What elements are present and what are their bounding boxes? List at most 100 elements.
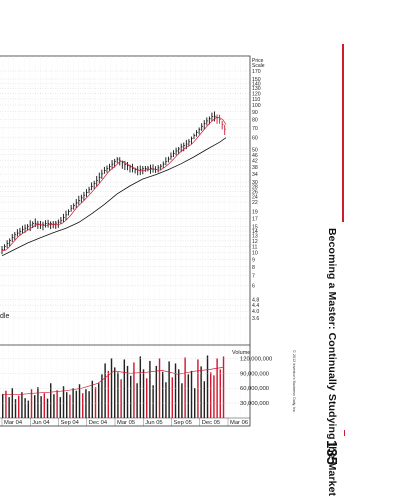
price-tick-label: 14	[252, 229, 258, 235]
volume-bar	[210, 372, 212, 418]
price-tick-label: 46	[252, 153, 258, 159]
volume-bar	[216, 358, 218, 418]
x-tick-label: Dec 04	[89, 420, 108, 426]
volume-bar	[187, 374, 190, 418]
volume-bar	[30, 389, 33, 418]
volume-bar	[82, 393, 84, 418]
volume-bar	[43, 393, 46, 418]
price-tick-label: 30	[252, 180, 258, 186]
volume-bar	[56, 390, 58, 418]
volume-bar	[101, 374, 103, 418]
price-tick-label: 28	[252, 185, 258, 191]
red-margin-rule	[342, 44, 344, 222]
price-tick-label: 4.0	[252, 309, 259, 315]
volume-bar	[174, 363, 177, 418]
volume-bar	[130, 375, 132, 418]
volume-bar	[136, 383, 138, 418]
price-tick-label: 6	[252, 283, 255, 289]
price-tick-label: 120	[252, 91, 261, 97]
volume-bar	[123, 359, 126, 418]
price-tick-label: 38	[252, 165, 258, 171]
volume-bar	[114, 367, 116, 418]
volume-tick-label: 90,000,000	[240, 371, 269, 377]
price-tick-label: 150	[252, 77, 261, 83]
price-tick-label: 19	[252, 209, 258, 215]
volume-tick-label: 60,000,000	[240, 386, 269, 392]
volume-bar	[206, 355, 209, 418]
price-tick-label: 15	[252, 225, 258, 231]
volume-bar	[24, 398, 26, 418]
volume-bar	[219, 369, 222, 418]
price-tick-label: 8	[252, 265, 255, 271]
volume-bar	[69, 394, 71, 418]
volume-bar	[8, 397, 10, 418]
price-tick-label: 34	[252, 172, 258, 178]
volume-bar	[94, 387, 97, 418]
volume-bar	[21, 392, 23, 418]
volume-bar	[162, 371, 164, 418]
price-tick-label: 7	[252, 273, 255, 279]
volume-bar	[213, 375, 215, 418]
price-scale-label: Price	[252, 58, 264, 64]
price-tick-label: 170	[252, 69, 261, 75]
volume-bar	[107, 370, 110, 418]
price-tick-label: 60	[252, 136, 258, 142]
volume-bar	[11, 388, 14, 418]
price-tick-label: 90	[252, 110, 258, 116]
volume-bar	[171, 377, 174, 418]
volume-bar	[98, 383, 100, 418]
volume-tick-label: 120,000,000	[240, 356, 272, 362]
volume-bar	[200, 366, 202, 418]
price-tick-label: 100	[252, 103, 261, 109]
volume-tick-label: 30,000,000	[240, 401, 269, 407]
volume-bar	[78, 384, 81, 418]
volume-bar	[152, 385, 154, 418]
volume-bar	[40, 396, 42, 418]
volume-bar	[133, 362, 135, 418]
volume-moving-average-line	[1, 367, 223, 396]
x-axis: Mar 04 Jun 04 Sep 04 Dec 04 Mar 05 Jun 05 Sep …	[1, 418, 248, 426]
x-tick-label: Jun 04	[32, 420, 50, 426]
price-tick-label: 22	[252, 200, 258, 206]
x-tick-label: Mar 06	[230, 420, 248, 426]
volume-bar	[126, 365, 129, 418]
volume-bar	[46, 398, 49, 418]
volume-bar	[2, 394, 4, 418]
volume-bar	[34, 395, 36, 418]
volume-bar	[14, 399, 17, 418]
price-tick-label: 13	[252, 234, 258, 240]
volume-bar	[222, 356, 225, 418]
price-scale-label: Scale	[252, 63, 265, 69]
x-tick-label: Sep 04	[61, 420, 80, 426]
volume-bar	[146, 378, 148, 418]
price-tick-label: 4.8	[252, 298, 259, 304]
volume-bar	[37, 387, 39, 418]
page-number: 135	[323, 440, 340, 466]
volume-bar	[168, 361, 170, 418]
volume-bar	[88, 391, 90, 418]
volume-bar	[85, 389, 87, 418]
x-tick-label: Sep 05	[174, 420, 192, 426]
price-tick-label: 10	[252, 251, 258, 257]
volume-bar	[53, 394, 55, 418]
copyright-notice: © 2012 Investor's Business Daily, Inc.	[292, 350, 296, 414]
price-tick-label: 80	[252, 117, 258, 123]
volume-bar	[142, 369, 145, 418]
volume-bar	[62, 386, 65, 418]
volume-bar	[178, 369, 180, 418]
volume-bar	[155, 365, 158, 418]
volume-bar	[5, 390, 7, 418]
volume-bar	[158, 358, 161, 418]
price-tick-label: 70	[252, 126, 258, 132]
x-tick-label: Mar 05	[117, 420, 135, 426]
volume-bar	[203, 381, 206, 418]
price-tick-label: 17	[252, 217, 258, 223]
x-tick-label: Jun 05	[145, 420, 162, 426]
volume-bar	[139, 356, 142, 418]
price-tick-label: 3.6	[252, 316, 259, 322]
volume-bar	[197, 359, 199, 418]
x-tick-label: Mar 04	[4, 420, 23, 426]
volume-bar	[59, 397, 62, 418]
